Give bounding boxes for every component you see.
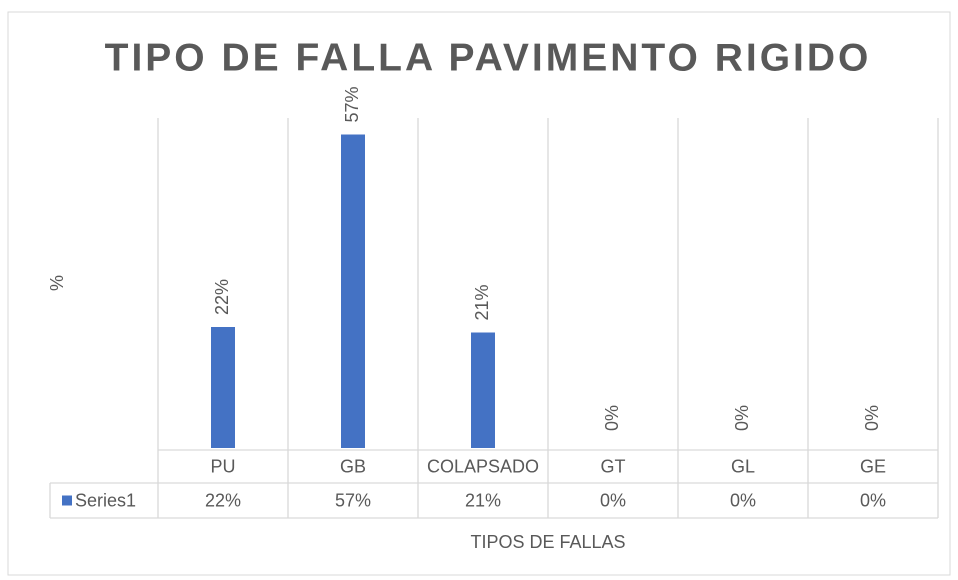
data-label: 57% <box>342 86 362 122</box>
data-label: 21% <box>472 284 492 320</box>
data-label: 0% <box>732 405 752 431</box>
table-value: 0% <box>730 490 756 510</box>
chart-border <box>7 11 951 576</box>
x-tick-label: GB <box>340 456 366 476</box>
legend-key <box>62 495 72 506</box>
x-tick-label: COLAPSADO <box>427 456 539 476</box>
bar <box>211 327 235 448</box>
x-axis-title: TIPOS DE FALLAS <box>470 532 625 552</box>
table-value: 21% <box>465 490 501 510</box>
x-tick-label: GT <box>601 456 626 476</box>
table-value: 0% <box>860 490 886 510</box>
x-tick-label: GE <box>860 456 886 476</box>
x-tick-label: PU <box>210 456 235 476</box>
data-label: 0% <box>602 405 622 431</box>
table-value: 57% <box>335 490 371 510</box>
bar <box>471 332 495 448</box>
table-value: 22% <box>205 490 241 510</box>
chart-title: TIPO DE FALLA PAVIMENTO RIGIDO <box>105 36 872 79</box>
table-value: 0% <box>600 490 626 510</box>
x-tick-label: GL <box>731 456 755 476</box>
y-axis-title: % <box>47 275 67 291</box>
data-label: 0% <box>862 405 882 431</box>
data-label: 22% <box>212 279 232 315</box>
bar <box>341 134 365 448</box>
legend-label: Series1 <box>75 490 136 510</box>
